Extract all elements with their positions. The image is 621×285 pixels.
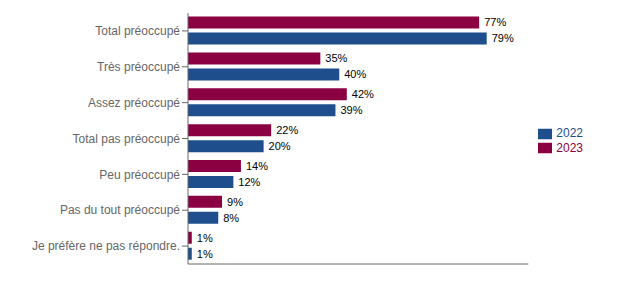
svg-text:9%: 9% xyxy=(227,196,243,208)
svg-text:Très préoccupé: Très préoccupé xyxy=(97,60,180,74)
svg-text:14%: 14% xyxy=(246,160,268,172)
svg-text:8%: 8% xyxy=(223,212,239,224)
svg-text:35%: 35% xyxy=(325,52,347,64)
svg-text:22%: 22% xyxy=(276,124,298,136)
svg-text:Total préoccupé: Total préoccupé xyxy=(95,24,180,38)
svg-text:1%: 1% xyxy=(197,248,213,260)
svg-text:Total pas préoccupé: Total pas préoccupé xyxy=(73,132,181,146)
svg-text:1%: 1% xyxy=(197,232,213,244)
html-text:2023: 2023 xyxy=(556,140,583,155)
svg-text:39%: 39% xyxy=(340,104,362,116)
svg-text:40%: 40% xyxy=(344,68,366,80)
svg-text:Pas du tout préoccupé: Pas du tout préoccupé xyxy=(60,203,180,217)
svg-text:42%: 42% xyxy=(352,88,374,100)
svg-text:77%: 77% xyxy=(484,16,506,28)
svg-text:Je préfère ne pas répondre.: Je préfère ne pas répondre. xyxy=(32,239,180,253)
html-text:2022: 2022 xyxy=(556,125,583,140)
svg-text:12%: 12% xyxy=(238,176,260,188)
svg-text:79%: 79% xyxy=(492,32,514,44)
svg-text:Assez préoccupé: Assez préoccupé xyxy=(88,96,180,110)
svg-text:20%: 20% xyxy=(269,140,291,152)
svg-text:Peu préoccupé: Peu préoccupé xyxy=(99,168,180,182)
